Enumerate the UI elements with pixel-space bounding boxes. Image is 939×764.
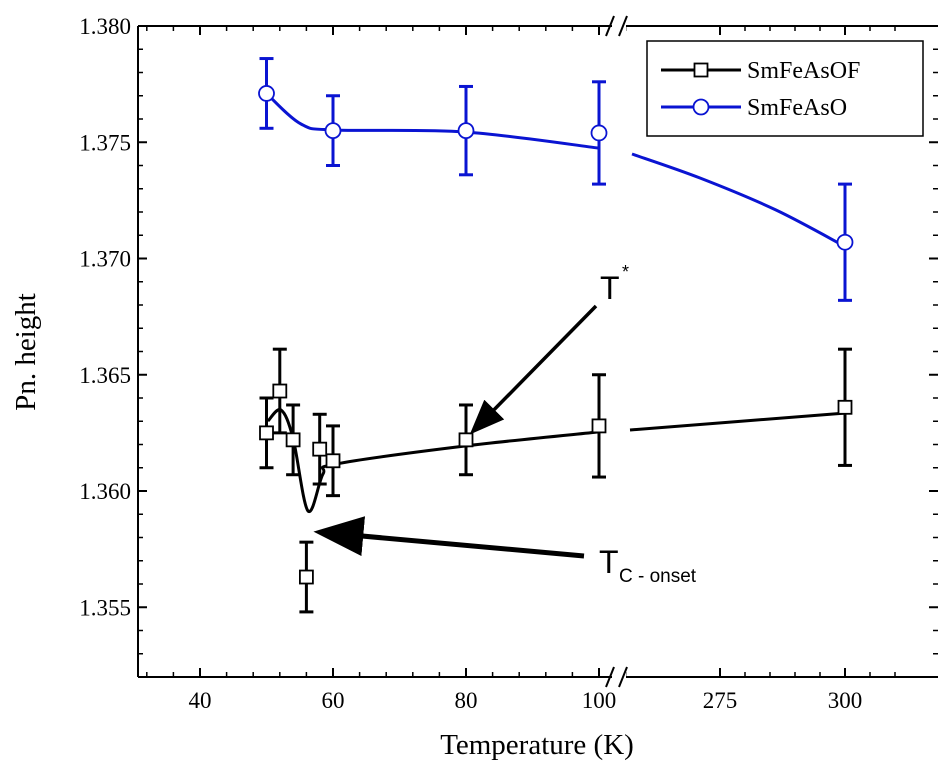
y-axis-title: Pn. height (10, 293, 42, 411)
t-star-superscript: * (622, 262, 629, 282)
x-tick-label: 60 (322, 688, 345, 713)
axis-ticks (138, 25, 938, 678)
legend-label: SmFeAsO (747, 95, 847, 121)
x-tick-label: 80 (455, 688, 478, 713)
x-axis-break (605, 15, 628, 688)
smfeaso-point (457, 122, 475, 140)
smfeaso-curve (266, 93, 599, 150)
legend-square-marker (693, 62, 709, 78)
smfeasof-point (272, 383, 288, 399)
t-c-onset-arrow (313, 516, 585, 559)
y-tick-label: 1.380 (79, 14, 131, 39)
t-c-onset-label: T (599, 544, 619, 580)
x-tick-label: 100 (582, 688, 617, 713)
data-markers (258, 85, 854, 585)
smfeasof-point (325, 453, 341, 469)
legend-box (646, 40, 924, 137)
x-tick-label: 40 (189, 688, 212, 713)
annotations: T *T C - onset (313, 262, 697, 587)
smfeasof-point (312, 441, 328, 457)
t-c-onset-subscript: C - onset (619, 566, 697, 587)
smfeasof-point (837, 399, 853, 415)
t-star-arrow (469, 304, 598, 435)
smfeasof-point (285, 432, 301, 448)
smfeasof-curve-tail (629, 411, 847, 432)
series-curves (266, 93, 847, 513)
axis-break-slash (605, 15, 615, 37)
smfeaso-point (836, 233, 854, 251)
tick-labels: 1.355 1.360 1.365 1.370 1.375 1.380 40 60 80 100 2… (79, 14, 862, 713)
axis-break-slash (618, 666, 628, 688)
smfeasof-point (458, 432, 474, 448)
smfeaso-point (590, 124, 608, 142)
smfeaso-curve-tail (631, 152, 847, 249)
smfeasof-point (259, 425, 274, 441)
axis-break-slash (618, 15, 628, 37)
legend-label: SmFeAsOF (747, 58, 860, 84)
y-tick-label: 1.355 (79, 595, 131, 620)
axis-break-slash (605, 666, 615, 688)
y-tick-label: 1.370 (79, 247, 131, 272)
smfeaso-point (258, 85, 275, 102)
y-tick-label: 1.360 (79, 479, 131, 504)
x-axis-title: Temperature (K) (440, 729, 634, 761)
y-tick-label: 1.375 (79, 130, 131, 155)
axis-break-gap (612, 672, 626, 682)
t-star-label: T (600, 270, 620, 306)
y-tick-label: 1.365 (79, 363, 131, 388)
smfeasof-point (591, 418, 607, 434)
x-tick-label: 275 (703, 688, 738, 713)
smfeaso-point (324, 122, 342, 140)
axis-break-gap (612, 21, 626, 31)
x-tick-label: 300 (828, 688, 863, 713)
legend-circle-marker (692, 98, 710, 116)
smfeasof-curve (266, 408, 599, 513)
smfeasof-point (298, 569, 314, 585)
legend: SmFeAsOF SmFeAsO (646, 40, 924, 137)
